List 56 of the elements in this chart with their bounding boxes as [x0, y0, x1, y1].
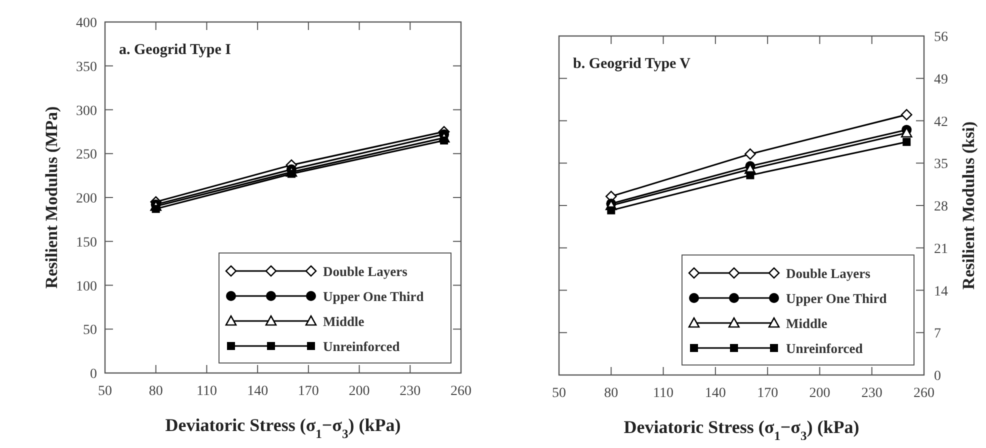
text: b. Geogrid Type V — [573, 56, 691, 72]
y2-tick-label: 42 — [934, 114, 948, 130]
x-tick-label: 230 — [400, 384, 421, 399]
y2-axis-title: Resilient Modulus (ksi) — [959, 121, 978, 290]
point — [746, 171, 754, 180]
y-tick-label: 200 — [76, 192, 97, 206]
legend-label: Unreinforced — [786, 341, 864, 356]
x-tick-label: 50 — [552, 386, 566, 401]
y-tick-label: 250 — [76, 148, 97, 163]
x-axis-title: Deviatoric Stress (σ$_{1}$−σ$_{3}$) (kPa) — [624, 417, 860, 443]
legend-label: Unreinforced — [323, 339, 400, 354]
y2-tick-label: 0 — [934, 369, 941, 384]
y2-tick-label: 35 — [934, 157, 948, 172]
y2-tick-label: 7 — [934, 326, 941, 342]
x-tick-label: 200 — [348, 384, 370, 399]
y-axis-title: Resilient Modulus (MPa) — [42, 106, 61, 289]
y-tick-label: 150 — [76, 235, 97, 250]
text: a. Geogrid Type I — [119, 42, 232, 58]
y2-tick-label: 56 — [934, 30, 948, 45]
point — [902, 138, 911, 146]
x-tick-label: 50 — [98, 384, 112, 399]
x-tick-label: 260 — [450, 384, 472, 399]
x-tick-label: 170 — [298, 384, 319, 399]
x-tick-label: 140 — [247, 384, 268, 399]
legend-label: Double Layers — [786, 266, 870, 281]
legend-label: Middle — [786, 316, 828, 331]
legend-label: Middle — [323, 314, 364, 329]
point — [152, 204, 160, 213]
x-axis-title: Deviatoric Stress (σ$_{1}$−σ$_{3}$) (kPa) — [165, 415, 401, 441]
y2-tick-label: 28 — [934, 200, 948, 214]
point — [607, 206, 616, 214]
point — [900, 109, 912, 120]
x-tick-label: 80 — [604, 386, 618, 401]
point — [744, 148, 756, 160]
y-tick-label: 100 — [76, 279, 97, 294]
x-tick-label: 170 — [757, 386, 778, 401]
x-tick-label: 230 — [861, 386, 882, 401]
x-tick-label: 260 — [914, 386, 934, 401]
x-tick-label: 110 — [196, 384, 217, 399]
point — [440, 136, 448, 144]
y2-tick-label: 21 — [934, 242, 948, 257]
legend-label: Upper One Third — [786, 291, 888, 306]
x-tick-label: 200 — [809, 386, 830, 401]
y2-tick-label: 14 — [934, 284, 948, 300]
legend-label: Upper One Third — [323, 289, 424, 304]
y2-tick-label: 49 — [934, 72, 948, 88]
x-tick-label: 110 — [653, 386, 674, 401]
x-tick-label: 140 — [704, 386, 726, 401]
y-tick-label: 0 — [90, 367, 97, 382]
y-tick-label: 400 — [76, 16, 97, 31]
point — [287, 170, 296, 178]
y-tick-label: 50 — [83, 323, 97, 338]
legend-label: Double Layers — [323, 264, 408, 279]
x-tick-label: 80 — [148, 384, 163, 399]
y-tick-label: 350 — [76, 60, 97, 75]
y-tick-label: 300 — [76, 104, 97, 119]
